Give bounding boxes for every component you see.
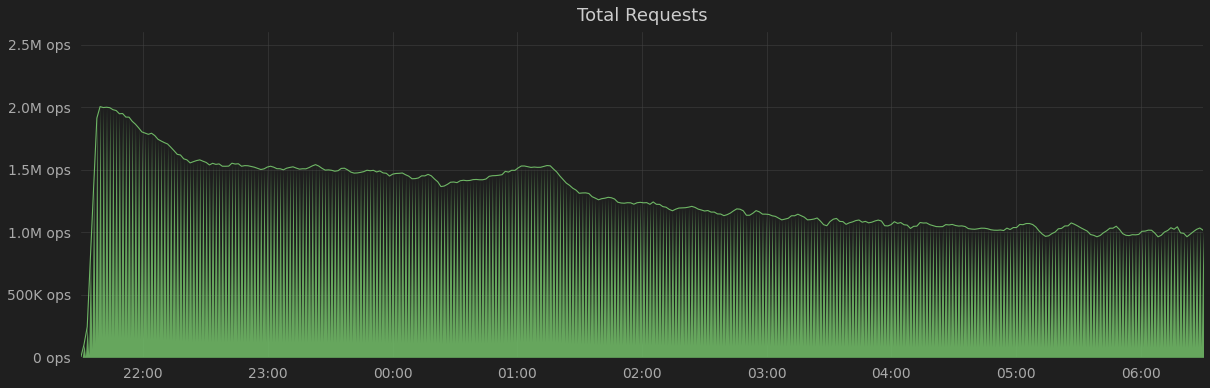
Title: Total Requests: Total Requests	[577, 7, 707, 25]
